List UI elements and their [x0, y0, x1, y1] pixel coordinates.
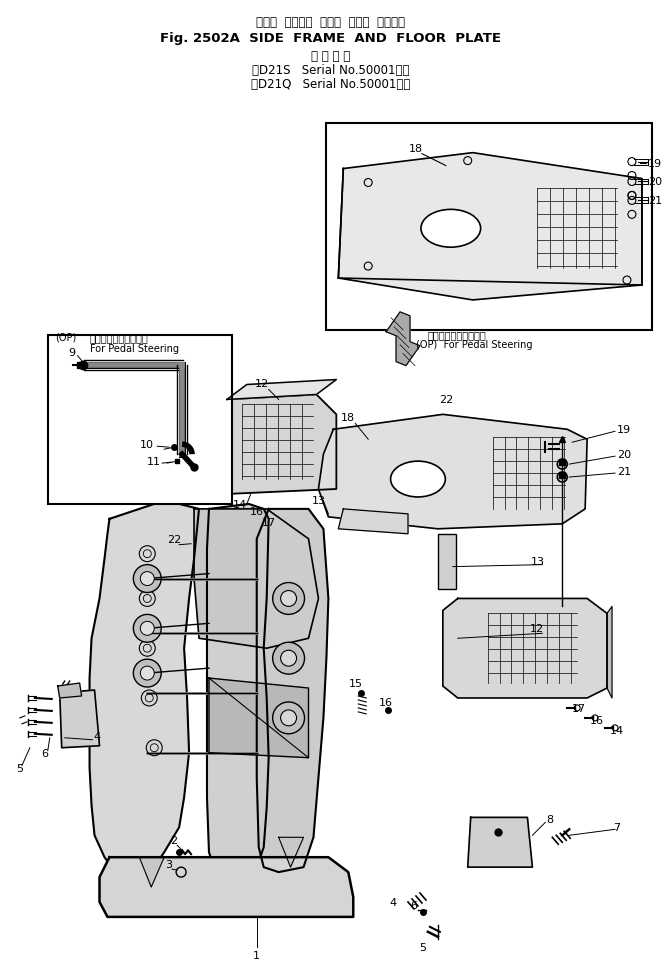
Text: サイド  フレーム  および  フロア  プレート: サイド フレーム および フロア プレート: [256, 17, 405, 29]
Text: (OP): (OP): [55, 332, 76, 342]
Polygon shape: [386, 313, 420, 366]
Text: 15: 15: [349, 678, 363, 689]
Polygon shape: [209, 678, 308, 758]
Text: For Pedal Steering: For Pedal Steering: [90, 343, 178, 354]
Text: 22: 22: [167, 534, 181, 544]
Text: 16: 16: [590, 715, 604, 725]
Text: 21: 21: [617, 467, 631, 477]
Circle shape: [280, 591, 296, 607]
Text: ペダルステアリング用: ペダルステアリング用: [428, 329, 487, 339]
Bar: [438, 534, 455, 589]
Polygon shape: [194, 509, 318, 649]
Polygon shape: [278, 837, 304, 868]
Text: 8: 8: [546, 815, 553, 825]
Text: 17: 17: [572, 703, 586, 713]
Polygon shape: [443, 599, 607, 699]
Ellipse shape: [391, 462, 446, 497]
Polygon shape: [227, 380, 336, 400]
Text: 16: 16: [379, 698, 393, 707]
Circle shape: [280, 651, 296, 666]
Circle shape: [141, 666, 154, 680]
Circle shape: [141, 572, 154, 586]
Polygon shape: [99, 857, 353, 917]
Circle shape: [272, 643, 304, 674]
Text: 2: 2: [170, 835, 178, 845]
Polygon shape: [467, 818, 532, 868]
Text: 19: 19: [648, 158, 662, 168]
Text: 6: 6: [41, 748, 48, 758]
Text: 14: 14: [610, 725, 624, 735]
Text: 21: 21: [648, 196, 662, 206]
Text: 4: 4: [390, 897, 396, 907]
Text: 12: 12: [530, 623, 544, 634]
Text: 19: 19: [617, 425, 631, 435]
Text: 13: 13: [530, 556, 544, 566]
Text: 適 用 号 機: 適 用 号 機: [311, 50, 350, 64]
Circle shape: [141, 621, 154, 636]
Polygon shape: [90, 504, 199, 875]
Text: 13: 13: [312, 495, 326, 505]
Text: （D21Q   Serial No.50001～）: （D21Q Serial No.50001～）: [251, 78, 410, 91]
Text: （D21S   Serial No.50001～）: （D21S Serial No.50001～）: [252, 64, 409, 77]
Text: 20: 20: [617, 449, 631, 460]
Text: 3: 3: [166, 860, 172, 870]
Text: 7: 7: [613, 823, 621, 832]
Bar: [48, 335, 232, 504]
Text: 5: 5: [420, 942, 426, 952]
Bar: [326, 124, 652, 330]
Text: ペダルステアリング用: ペダルステアリング用: [90, 332, 149, 342]
Circle shape: [133, 659, 161, 688]
Text: 5: 5: [17, 763, 23, 773]
Circle shape: [272, 702, 304, 734]
Polygon shape: [607, 607, 612, 699]
Polygon shape: [214, 395, 336, 494]
Text: 1: 1: [253, 950, 261, 959]
Text: 9: 9: [68, 347, 75, 358]
Text: 18: 18: [341, 413, 355, 423]
Text: 20: 20: [648, 177, 662, 188]
Polygon shape: [338, 153, 642, 301]
Circle shape: [280, 710, 296, 726]
Polygon shape: [257, 509, 328, 872]
Text: 11: 11: [147, 456, 161, 467]
Text: 18: 18: [409, 144, 423, 153]
Circle shape: [272, 583, 304, 615]
Polygon shape: [60, 691, 99, 748]
Ellipse shape: [421, 210, 481, 248]
Polygon shape: [207, 504, 269, 875]
Text: 14: 14: [233, 499, 247, 509]
Text: 6: 6: [410, 900, 418, 910]
Text: 22: 22: [439, 395, 453, 405]
Text: 4: 4: [93, 731, 100, 741]
Text: 17: 17: [262, 517, 276, 528]
Text: 12: 12: [255, 378, 269, 388]
Polygon shape: [338, 509, 408, 534]
Circle shape: [133, 565, 161, 593]
Polygon shape: [318, 415, 587, 530]
Text: (OP)  For Pedal Steering: (OP) For Pedal Steering: [416, 339, 532, 350]
Circle shape: [133, 615, 161, 643]
Text: Fig. 2502A  SIDE  FRAME  AND  FLOOR  PLATE: Fig. 2502A SIDE FRAME AND FLOOR PLATE: [160, 32, 501, 45]
Polygon shape: [139, 857, 164, 887]
Text: 10: 10: [141, 440, 154, 449]
Text: 16: 16: [250, 506, 264, 517]
Polygon shape: [58, 683, 82, 699]
